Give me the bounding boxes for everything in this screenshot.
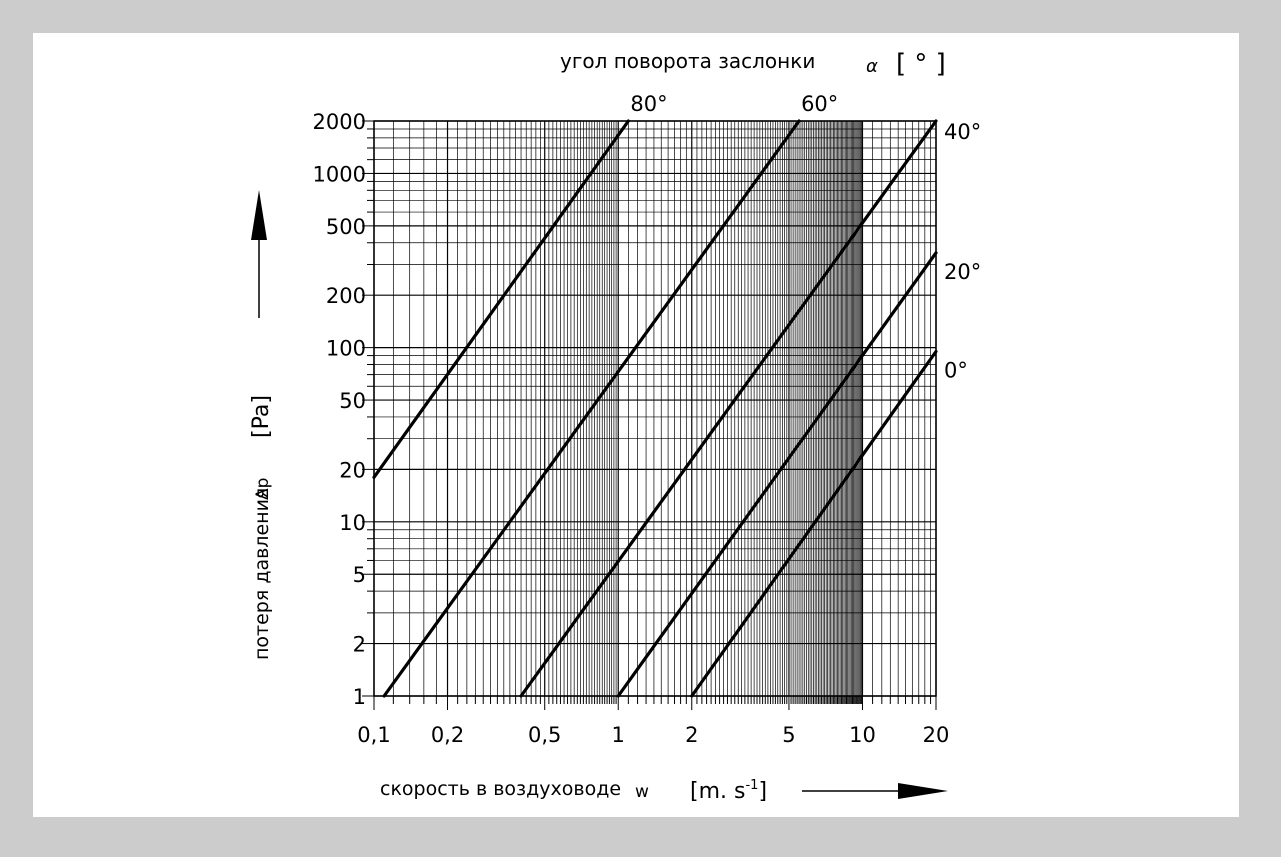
y-tick-label: 200: [326, 284, 366, 308]
y-axis-arrow: [251, 190, 267, 318]
y-tick-label: 2000: [313, 110, 366, 134]
axes: [362, 120, 937, 710]
series-line: [690, 349, 938, 698]
x-tick-label: 5: [782, 723, 795, 747]
x-axis-label: скорость в воздуховоде: [380, 778, 621, 800]
y-tick-label: 50: [339, 389, 366, 413]
labels: 0,1 0,2 0,5 1 2 5 10 20 1 2 5 10 20 50 100 200 500 1000 20…: [313, 92, 982, 747]
y-tick-label: 20: [339, 458, 366, 482]
x-axis-unit-open: [m. s: [690, 779, 745, 804]
series-label: 0°: [944, 359, 968, 383]
y-tick-label: 5: [353, 563, 366, 587]
top-title: угол поворота заслонки: [560, 49, 815, 73]
series-label: 60°: [801, 92, 838, 116]
y-tick-label: 10: [339, 511, 366, 535]
series-lines: [372, 119, 938, 698]
series-label: 40°: [944, 120, 981, 144]
x-tick-label: 20: [923, 723, 950, 747]
y-tick-label: 1000: [313, 162, 366, 186]
plot-frame: [373, 120, 937, 697]
x-tick-label: 0,2: [431, 723, 464, 747]
x-tick-label: 0,5: [528, 723, 561, 747]
series-line: [382, 119, 801, 698]
x-tick-label: 1: [612, 723, 625, 747]
y-tick-label: 2: [353, 633, 366, 657]
series-label: 20°: [944, 260, 981, 284]
x-axis-unit: [m. s-1]: [690, 778, 767, 804]
series-label: 80°: [630, 92, 667, 116]
x-tick-label: 0,1: [357, 723, 390, 747]
y-tick-label: 1: [353, 685, 366, 709]
x-tick-label: 2: [685, 723, 698, 747]
x-axis-symbol: w: [635, 782, 649, 802]
series-line: [372, 119, 630, 479]
chart-panel: [33, 33, 1239, 817]
x-axis-arrow: [802, 783, 948, 799]
y-axis-label-group: потеря давления Δp [Pa]: [249, 395, 274, 660]
y-axis-symbol: Δp: [253, 478, 273, 500]
x-axis-unit-exp: -1: [745, 778, 758, 793]
y-tick-label: 500: [326, 215, 366, 239]
x-axis-unit-close: ]: [758, 779, 767, 804]
grid: [373, 120, 937, 697]
top-title-symbol: α: [866, 56, 878, 77]
series-line: [519, 119, 938, 698]
series-line: [616, 251, 938, 698]
y-axis-unit: [Pa]: [249, 395, 274, 438]
y-axis-label: потеря давления: [251, 488, 273, 660]
top-title-unit: [ ° ]: [896, 49, 946, 79]
x-tick-label: 10: [849, 723, 876, 747]
y-tick-label: 100: [326, 337, 366, 361]
